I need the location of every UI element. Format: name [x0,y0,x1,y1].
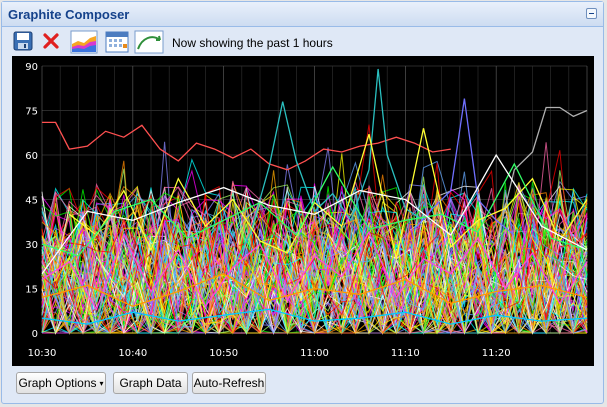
series-line-1 [232,68,424,268]
y-tick-label: 90 [25,62,38,73]
noise-series-line [41,194,588,335]
series-line-5 [41,162,588,257]
auto-refresh-button[interactable]: Auto-Refresh [192,372,266,394]
dropdown-arrow-icon: ▾ [99,378,104,388]
graph-chart: 0 15 30 45 60 75 90 10:30 10:40 10:50 11:00 11:10 11… [12,56,594,366]
chart-svg: 0 15 30 45 60 75 90 10:30 10:40 10:50 11:00 11:10 11… [25,62,588,359]
graph-options-icon[interactable] [70,30,98,54]
series-line-7 [41,153,588,275]
y-tick-label: 30 [25,240,38,251]
graph-data-label: Graph Data [119,376,182,390]
series-line-0 [42,121,451,171]
noise-series-line [41,252,587,335]
time-range-status: Now showing the past 1 hours [172,36,333,50]
delete-icon[interactable] [40,30,64,52]
series-line-9 [41,308,588,325]
series-line-8 [41,272,588,307]
noise-series-line [41,245,588,335]
graph-options-label: Graph Options [18,376,97,390]
x-tick-label: 10:50 [209,348,238,359]
window-titlebar: Graphite Composer [2,2,603,27]
window-title: Graphite Composer [8,7,130,22]
noise-series-line [41,195,588,335]
series-line-3 [413,98,515,236]
y-tick-label: 60 [25,151,38,162]
recent-data-icon[interactable] [134,30,164,54]
series-line-2 [495,106,588,245]
noise-series-line [41,191,588,316]
series-line-6 [41,230,588,311]
collapse-panel-icon[interactable] [586,8,597,19]
x-tick-label: 10:30 [28,348,57,359]
x-tick-label: 11:10 [391,348,420,359]
x-tick-label: 11:20 [482,348,511,359]
y-tick-label: 45 [25,196,38,207]
noise-series-line [41,189,588,312]
y-tick-label: 75 [25,107,38,118]
noise-series-line [41,205,588,334]
noise-series-line [41,180,588,299]
composer-toolbar: Now showing the past 1 hours [6,28,600,56]
series-line-4 [68,128,588,259]
save-icon[interactable] [12,30,36,52]
graph-options-button[interactable]: Graph Options ▾ [16,372,106,394]
x-tick-label: 11:00 [300,348,329,359]
x-tick-label: 10:40 [118,348,147,359]
calendar-icon[interactable] [104,30,130,54]
y-tick-label: 0 [32,329,38,340]
y-tick-label: 15 [25,285,38,296]
auto-refresh-label: Auto-Refresh [193,376,265,390]
noise-series-line [41,200,588,321]
graph-data-button[interactable]: Graph Data [113,372,188,394]
